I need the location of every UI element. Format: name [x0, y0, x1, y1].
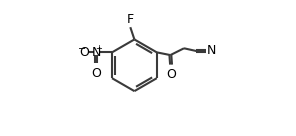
- Text: O: O: [166, 68, 176, 81]
- Text: N: N: [92, 46, 101, 59]
- Text: +: +: [95, 44, 102, 53]
- Text: O: O: [79, 46, 89, 59]
- Text: −: −: [78, 44, 86, 54]
- Text: O: O: [91, 67, 101, 80]
- Text: N: N: [207, 44, 216, 58]
- Text: F: F: [127, 13, 134, 26]
